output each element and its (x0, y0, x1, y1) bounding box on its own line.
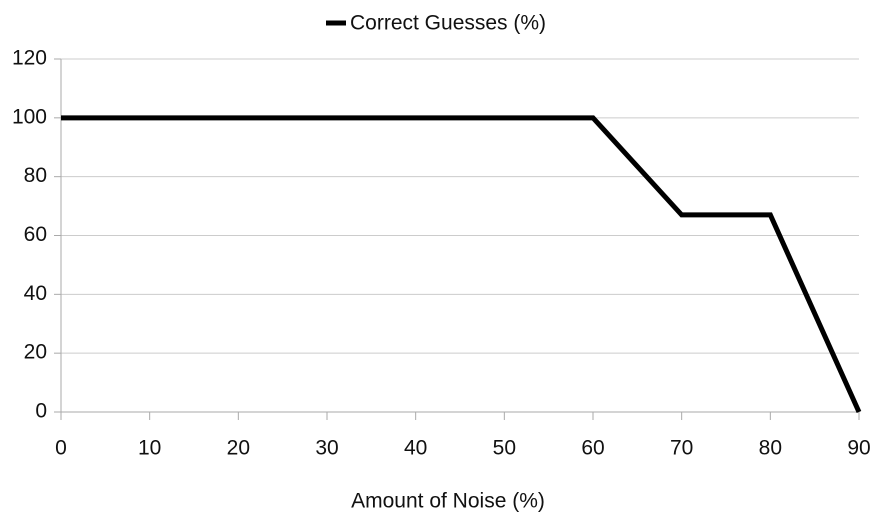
y-tick-label: 100 (12, 105, 47, 128)
x-tick-label: 20 (227, 437, 250, 460)
x-tick-label: 10 (138, 437, 161, 460)
x-tick-label: 70 (670, 437, 693, 460)
x-tick-label: 30 (315, 437, 338, 460)
x-tick-label: 60 (581, 437, 604, 460)
x-axis-label: Amount of Noise (%) (351, 490, 545, 513)
y-tick-label: 20 (24, 341, 47, 364)
y-tick-label: 120 (12, 47, 47, 70)
y-tick-label: 40 (24, 282, 47, 305)
y-tick-label: 0 (35, 400, 47, 423)
x-tick-label: 0 (55, 437, 67, 460)
x-tick-label: 80 (759, 437, 782, 460)
legend-label: Correct Guesses (%) (350, 12, 546, 35)
y-tick-label: 80 (24, 164, 47, 187)
data-line (61, 115, 862, 414)
x-tick-label: 40 (404, 437, 427, 460)
y-tick-label: 60 (24, 223, 47, 246)
x-tick-label: 90 (847, 437, 870, 460)
x-tick-label: 50 (493, 437, 516, 460)
